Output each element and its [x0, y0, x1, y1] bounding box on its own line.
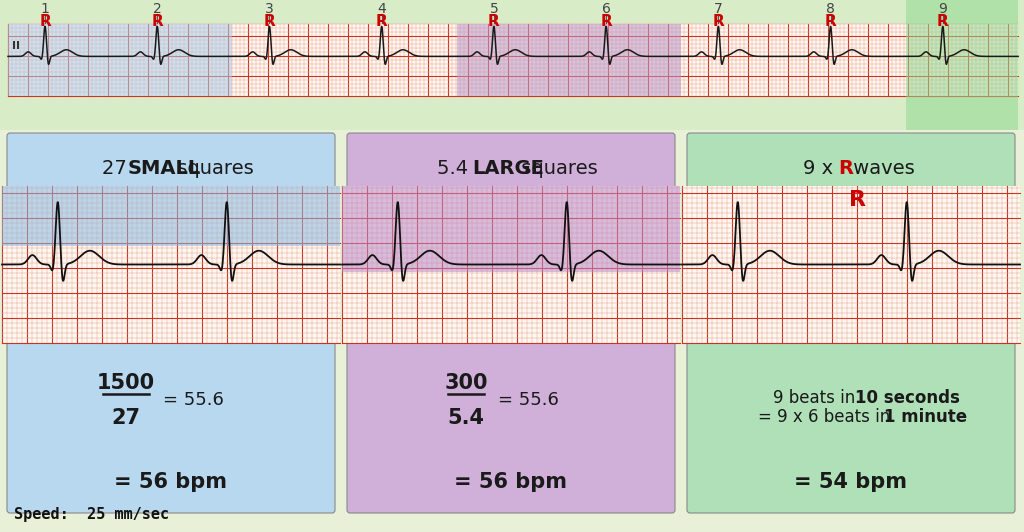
Bar [8, 24, 232, 96]
Text: R: R [838, 159, 853, 178]
Bar [342, 186, 680, 272]
FancyBboxPatch shape [347, 133, 675, 513]
Text: 8: 8 [826, 2, 835, 16]
Text: 27: 27 [112, 408, 140, 428]
Text: R: R [488, 14, 500, 29]
Text: 2: 2 [153, 2, 162, 16]
Text: R: R [152, 14, 163, 29]
Text: 27: 27 [101, 159, 132, 178]
Text: R: R [263, 14, 275, 29]
Text: 1 minute: 1 minute [885, 408, 968, 426]
Text: = 56 bpm: = 56 bpm [115, 472, 227, 492]
Bar [682, 186, 1020, 343]
Text: R: R [937, 14, 948, 29]
Bar [457, 24, 681, 96]
Text: II: II [12, 40, 20, 51]
Text: = 55.6: = 55.6 [499, 391, 559, 409]
Bar [906, 0, 1018, 130]
Text: 9 x: 9 x [803, 159, 840, 178]
Text: LARGE: LARGE [472, 159, 544, 178]
Bar [8, 24, 1018, 96]
Text: squares: squares [171, 159, 254, 178]
Text: R: R [376, 14, 387, 29]
Text: 4: 4 [377, 2, 386, 16]
Text: R: R [39, 14, 51, 29]
FancyBboxPatch shape [687, 133, 1015, 513]
Text: = 55.6: = 55.6 [164, 391, 224, 409]
Bar [2, 186, 340, 343]
FancyBboxPatch shape [7, 133, 335, 513]
Text: = 9 x 6 beats in: = 9 x 6 beats in [758, 408, 896, 426]
Text: 10 seconds: 10 seconds [855, 389, 959, 407]
Text: 1: 1 [41, 2, 49, 16]
Text: R: R [600, 14, 612, 29]
Text: 300: 300 [444, 373, 487, 393]
Text: 5.4: 5.4 [447, 408, 484, 428]
Text: 5: 5 [489, 2, 499, 16]
Bar [2, 186, 340, 246]
Text: SMALL: SMALL [128, 159, 201, 178]
Text: R: R [713, 14, 724, 29]
Text: 7: 7 [714, 2, 723, 16]
Text: R: R [849, 189, 866, 210]
Text: 9: 9 [938, 2, 947, 16]
Text: R: R [824, 14, 837, 29]
Bar [342, 186, 680, 343]
Text: 3: 3 [265, 2, 273, 16]
Text: 6: 6 [602, 2, 610, 16]
Text: squares: squares [515, 159, 598, 178]
Text: Speed:  25 mm/sec: Speed: 25 mm/sec [14, 507, 169, 522]
Text: waves: waves [847, 159, 914, 178]
Text: 5.4: 5.4 [437, 159, 474, 178]
Text: = 56 bpm: = 56 bpm [455, 472, 567, 492]
Text: 1500: 1500 [97, 373, 155, 393]
Text: = 54 bpm: = 54 bpm [795, 472, 907, 492]
Text: 9 beats in: 9 beats in [773, 389, 860, 407]
Bar [0, 0, 1024, 130]
